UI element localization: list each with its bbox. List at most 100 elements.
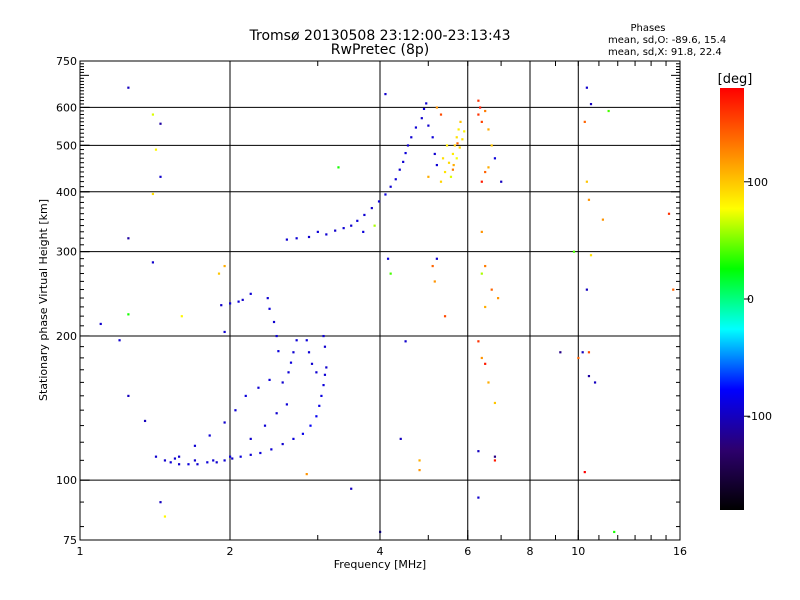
data-point <box>244 394 247 398</box>
data-point <box>484 305 487 309</box>
data-point <box>173 457 177 460</box>
x-tick-label: 1 <box>77 545 84 558</box>
data-point <box>425 102 428 105</box>
data-point <box>241 298 244 301</box>
legend-title: Phases <box>630 23 665 34</box>
data-point <box>334 229 337 232</box>
data-point <box>457 128 460 131</box>
x-tick-label: 6 <box>464 545 471 558</box>
colorbar <box>720 88 744 510</box>
data-point <box>585 180 588 183</box>
data-point <box>127 394 130 398</box>
data-point <box>305 339 308 342</box>
data-point <box>287 371 290 374</box>
data-point <box>193 444 197 447</box>
data-point <box>435 257 438 260</box>
chart-title: Tromsø 20130508 23:12:00-23:13:43 <box>249 28 511 44</box>
data-point <box>493 455 497 458</box>
data-point <box>177 463 181 466</box>
colorbar-tick-label: 100 <box>747 176 768 189</box>
data-point <box>289 361 293 364</box>
data-point <box>581 351 584 354</box>
colorbar-ticks: 100 0 -100 <box>744 176 772 423</box>
data-point <box>295 237 298 240</box>
data-point <box>356 219 359 222</box>
data-point <box>667 212 671 215</box>
data-point <box>493 459 497 462</box>
data-point <box>281 381 284 384</box>
data-point <box>487 166 490 169</box>
data-point <box>559 351 562 354</box>
data-point <box>433 280 436 283</box>
data-point <box>342 227 345 230</box>
data-point <box>583 470 586 474</box>
data-point <box>613 530 616 534</box>
data-point <box>277 350 280 353</box>
data-point <box>496 297 500 300</box>
data-point <box>127 86 130 89</box>
data-point <box>323 345 327 348</box>
data-point <box>451 168 455 171</box>
data-point <box>237 300 240 303</box>
data-point <box>272 320 276 324</box>
x-tick-label: 16 <box>673 545 687 558</box>
data-point <box>285 238 288 241</box>
data-point <box>217 272 221 275</box>
data-point <box>177 455 181 458</box>
data-point <box>127 313 130 316</box>
data-point <box>163 459 167 462</box>
data-point <box>325 233 328 236</box>
data-point <box>477 113 480 116</box>
data-point <box>439 180 443 183</box>
data-point <box>459 120 462 123</box>
data-point <box>484 109 487 113</box>
data-point <box>223 330 226 334</box>
data-point <box>477 340 480 343</box>
data-point <box>318 404 321 407</box>
data-point <box>435 106 438 109</box>
x-tick-label: 4 <box>377 545 384 558</box>
data-point <box>572 250 576 253</box>
data-point <box>268 307 271 310</box>
data-point <box>220 304 223 307</box>
data-point <box>315 371 318 374</box>
data-point <box>418 459 421 462</box>
data-point <box>402 160 405 163</box>
data-point <box>362 230 365 233</box>
data-point <box>301 432 305 435</box>
data-point <box>418 469 421 472</box>
data-point <box>479 106 482 109</box>
x-axis: 1 2 4 6 8 10 16 <box>77 61 687 558</box>
data-point <box>163 515 167 518</box>
data-point <box>406 144 410 147</box>
data-point <box>151 261 155 264</box>
chart-subtitle: RwPretec (8p) <box>331 42 429 58</box>
data-point <box>281 442 284 446</box>
data-point <box>452 163 455 167</box>
data-point <box>601 218 605 221</box>
x-axis-label: Frequency [MHz] <box>334 558 426 571</box>
data-point <box>480 180 483 183</box>
data-point <box>363 213 366 217</box>
data-point <box>587 374 591 378</box>
legend-o-stats: mean, sd,O: -89.6, 15.4 <box>608 35 726 46</box>
data-point <box>322 383 325 387</box>
data-point <box>585 288 588 291</box>
data-point <box>410 136 413 139</box>
data-point <box>386 257 390 260</box>
data-point <box>370 206 373 210</box>
data-point <box>99 322 102 326</box>
data-point <box>480 120 483 123</box>
x-tick-label: 2 <box>227 545 234 558</box>
data-point <box>441 157 445 160</box>
data-point <box>206 461 209 464</box>
data-point <box>208 434 211 437</box>
data-point <box>404 340 407 343</box>
data-point <box>431 136 434 139</box>
data-point <box>451 152 455 156</box>
data-point <box>180 315 183 318</box>
data-point <box>229 302 232 305</box>
data-point <box>275 412 278 415</box>
data-point <box>239 455 242 458</box>
y-tick-label: 600 <box>56 101 77 114</box>
